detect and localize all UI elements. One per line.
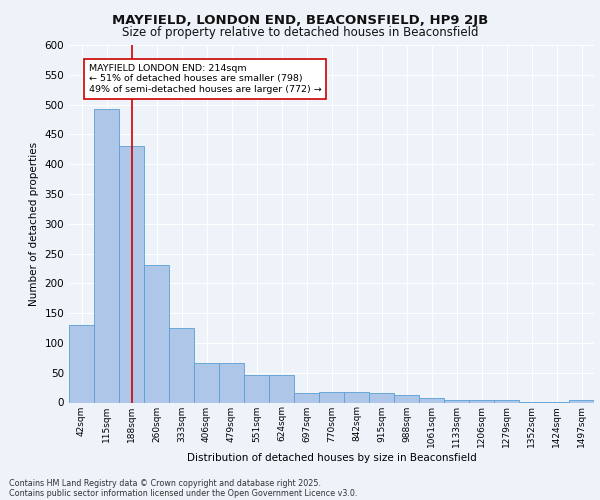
Text: Size of property relative to detached houses in Beaconsfield: Size of property relative to detached ho… [122, 26, 478, 39]
Text: MAYFIELD, LONDON END, BEACONSFIELD, HP9 2JB: MAYFIELD, LONDON END, BEACONSFIELD, HP9 … [112, 14, 488, 27]
Y-axis label: Number of detached properties: Number of detached properties [29, 142, 39, 306]
Bar [494, 400, 519, 402]
Bar [269, 375, 294, 402]
Bar [344, 392, 369, 402]
Bar [244, 375, 269, 402]
Bar [469, 400, 494, 402]
Bar [94, 110, 119, 403]
Bar [444, 400, 469, 402]
Bar [419, 398, 444, 402]
Bar [169, 328, 194, 402]
Text: Contains HM Land Registry data © Crown copyright and database right 2025.
Contai: Contains HM Land Registry data © Crown c… [9, 479, 358, 498]
Bar [219, 362, 244, 403]
Bar [144, 266, 169, 402]
Bar [194, 362, 219, 403]
Bar [394, 395, 419, 402]
X-axis label: Distribution of detached houses by size in Beaconsfield: Distribution of detached houses by size … [187, 453, 476, 463]
Bar [319, 392, 344, 402]
Bar [369, 393, 394, 402]
Bar [569, 400, 594, 402]
Bar [119, 146, 144, 402]
Bar [294, 393, 319, 402]
Text: MAYFIELD LONDON END: 214sqm
← 51% of detached houses are smaller (798)
49% of se: MAYFIELD LONDON END: 214sqm ← 51% of det… [89, 64, 322, 94]
Bar [69, 325, 94, 402]
